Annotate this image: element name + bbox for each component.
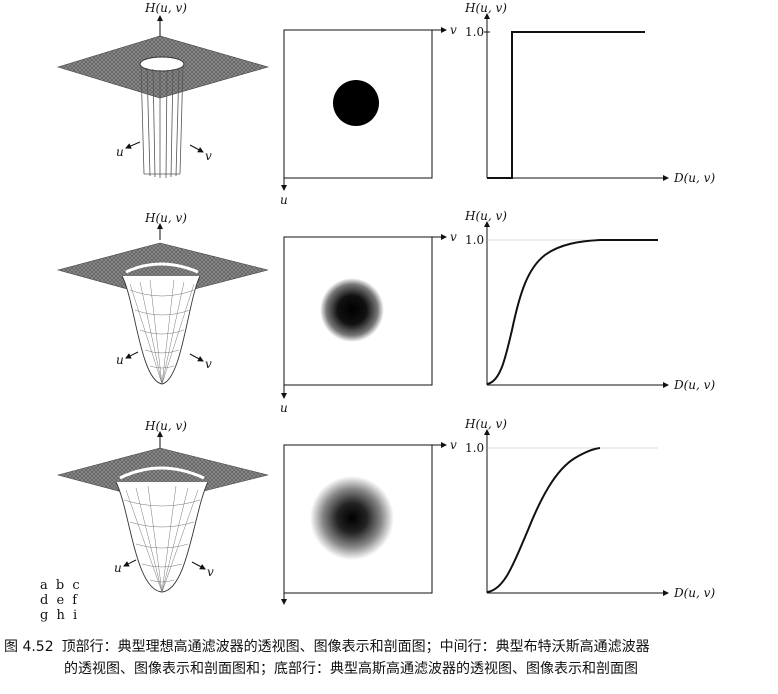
figure-caption: 图 4.52 顶部行：典型理想高通滤波器的透视图、图像表示和剖面图；中间行：典型布… bbox=[4, 636, 774, 680]
u-axis-label: u bbox=[114, 561, 122, 575]
one-tick-label: 1.0 bbox=[465, 441, 484, 455]
perspective-plot-gaussian: H(u, v) u v bbox=[56, 419, 269, 593]
h-axis-label: H(u, v) bbox=[464, 417, 507, 431]
perspective-plot-butterworth: H(u, v) u v bbox=[56, 211, 269, 385]
h-axis-label: H(u, v) bbox=[144, 211, 187, 225]
v-axis-label: v bbox=[450, 23, 457, 37]
v-axis-label: v bbox=[450, 438, 457, 452]
u-axis-label: u bbox=[280, 193, 288, 207]
u-axis-label: u bbox=[116, 353, 124, 367]
u-axis-label: u bbox=[116, 145, 124, 159]
h-axis-label: H(u, v) bbox=[464, 1, 507, 15]
h-axis-label: H(u, v) bbox=[144, 1, 187, 15]
d-axis-label: D(u, v) bbox=[673, 171, 715, 185]
profile-plot-butterworth: H(u, v) D(u, v) 1.0 bbox=[464, 209, 715, 392]
h-axis-label: H(u, v) bbox=[464, 209, 507, 223]
u-axis-label: u bbox=[280, 401, 288, 415]
d-axis-label: D(u, v) bbox=[673, 378, 715, 392]
caption-line-2: 的透视图、图像表示和剖面图和；底部行：典型高斯高通滤波器的透视图、图像表示和剖面… bbox=[64, 661, 638, 677]
panel-letters-row-1: a b c bbox=[40, 578, 82, 593]
perspective-plot-ideal: H(u, v) u v bbox=[56, 1, 270, 179]
v-axis-label: v bbox=[205, 149, 212, 163]
one-tick-label: 1.0 bbox=[465, 233, 484, 247]
v-axis-label: v bbox=[450, 230, 457, 244]
panel-letter-grid: a b c d e f g h i bbox=[40, 578, 82, 623]
row-ideal: H(u, v) u v v bbox=[56, 1, 715, 207]
profile-plot-ideal: H(u, v) D(u, v) 1.0 bbox=[464, 1, 715, 185]
image-panel-butterworth: v u bbox=[280, 230, 457, 415]
v-axis-label: v bbox=[205, 357, 212, 371]
caption-line-1: 顶部行：典型理想高通滤波器的透视图、图像表示和剖面图；中间行：典型布特沃斯高通滤… bbox=[61, 639, 650, 655]
panel-letters-row-2: d e f bbox=[40, 593, 80, 608]
figure-panels: H(u, v) u v v bbox=[56, 1, 715, 605]
d-axis-label: D(u, v) bbox=[673, 586, 715, 600]
image-panel-gaussian: v bbox=[281, 438, 457, 605]
profile-plot-gaussian: H(u, v) D(u, v) 1.0 bbox=[464, 417, 715, 600]
one-tick-label: 1.0 bbox=[465, 25, 484, 39]
figure-number: 图 4.52 bbox=[4, 639, 54, 655]
image-panel-ideal: v u bbox=[280, 23, 457, 207]
row-gaussian: H(u, v) u v v bbox=[56, 417, 715, 605]
h-axis-label: H(u, v) bbox=[144, 419, 187, 433]
panel-letters-row-3: g h i bbox=[40, 608, 80, 623]
v-axis-label: v bbox=[207, 565, 214, 579]
row-butterworth: H(u, v) u v v u bbox=[56, 209, 715, 415]
